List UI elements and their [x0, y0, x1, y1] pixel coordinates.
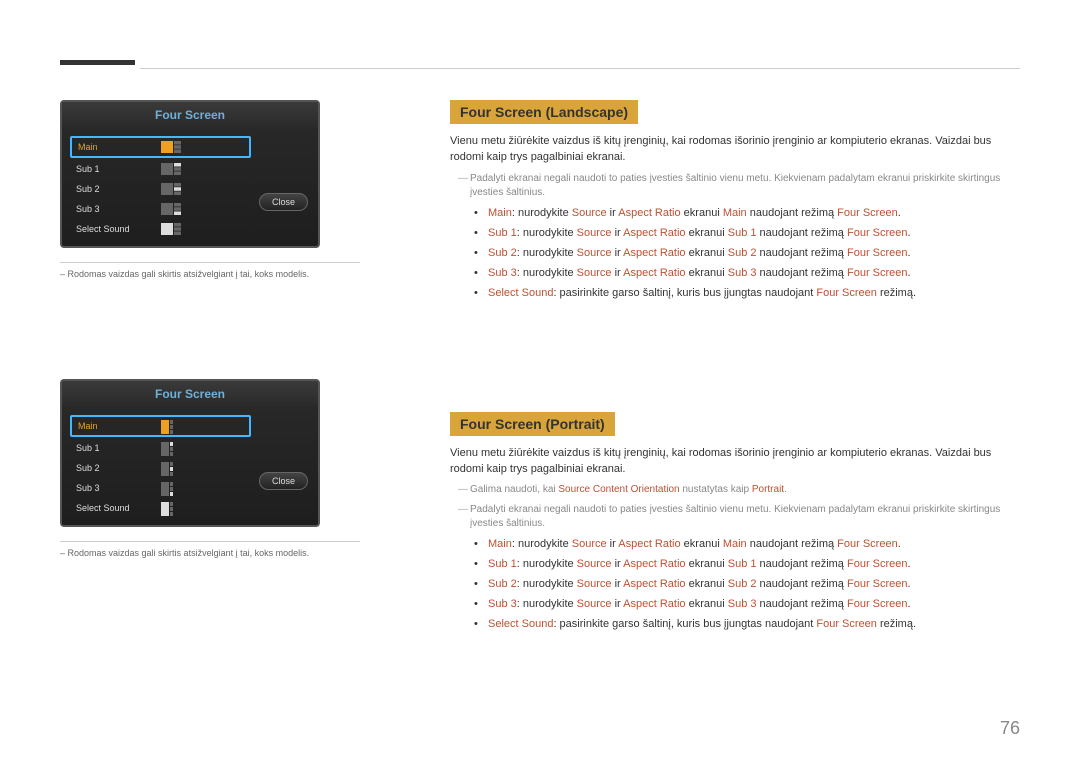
menu-label: Sub 1: [76, 443, 161, 453]
header-marker: [60, 60, 135, 65]
menu-label: Select Sound: [76, 503, 161, 513]
caption-rule: [60, 262, 360, 263]
close-button[interactable]: Close: [259, 193, 308, 211]
section-landscape: Four Screen (Landscape) Vienu metu žiūrė…: [450, 100, 1020, 302]
bullets-landscape: Main: nurodykite Source ir Aspect Ratio …: [474, 206, 1020, 302]
menu-item-sub2[interactable]: Sub 2: [70, 180, 251, 198]
bullet-sub1: Sub 1: nurodykite Source ir Aspect Ratio…: [474, 226, 1020, 242]
bullet-main: Main: nurodykite Source ir Aspect Ratio …: [474, 206, 1020, 222]
menu-item-select-sound[interactable]: Select Sound: [70, 499, 251, 517]
layout-icon-main-p: [161, 420, 244, 432]
menu-label: Main: [78, 142, 161, 152]
layout-icon-main: [161, 141, 244, 153]
layout-icon-sub2-p: [161, 462, 246, 474]
layout-icon-sub1: [161, 163, 246, 175]
menu-label: Sub 3: [76, 483, 161, 493]
header-rule: [140, 68, 1020, 69]
panel-title: Four Screen: [62, 102, 318, 128]
caption: – Rodomas vaizdas gali skirtis atsižvelg…: [60, 548, 380, 558]
close-button[interactable]: Close: [259, 472, 308, 490]
menu-label: Select Sound: [76, 224, 161, 234]
bullet-select-sound: Select Sound: pasirinkite garso šaltinį,…: [474, 286, 1020, 302]
heading-portrait: Four Screen (Portrait): [450, 412, 615, 436]
menu-label: Sub 2: [76, 184, 161, 194]
note-portrait-0: Galima naudoti, kai Source Content Orien…: [458, 483, 1020, 497]
layout-icon-sound-p: [161, 502, 246, 514]
menu-label: Sub 1: [76, 164, 161, 174]
intro-landscape: Vienu metu žiūrėkite vaizdus iš kitų įre…: [450, 134, 1020, 166]
note-landscape: Padalyti ekranai negali naudoti to patie…: [458, 172, 1020, 200]
layout-icon-sound: [161, 223, 246, 235]
left-column: Four Screen Main Sub 1 Sub 2 Sub 3: [60, 100, 380, 598]
menu-label: Main: [78, 421, 161, 431]
menu-item-select-sound[interactable]: Select Sound: [70, 220, 251, 238]
menu-list: Main Sub 1 Sub 2 Sub 3 Select Sound: [70, 415, 251, 517]
right-column: Four Screen (Landscape) Vienu metu žiūrė…: [450, 100, 1020, 673]
intro-portrait: Vienu metu žiūrėkite vaizdus iš kitų įre…: [450, 446, 1020, 478]
bullet-sub1: Sub 1: nurodykite Source ir Aspect Ratio…: [474, 557, 1020, 573]
menu-item-main[interactable]: Main: [70, 415, 251, 437]
caption: – Rodomas vaizdas gali skirtis atsižvelg…: [60, 269, 380, 279]
bullet-select-sound: Select Sound: pasirinkite garso šaltinį,…: [474, 617, 1020, 633]
caption-rule: [60, 541, 360, 542]
bullet-main: Main: nurodykite Source ir Aspect Ratio …: [474, 537, 1020, 553]
bullet-sub2: Sub 2: nurodykite Source ir Aspect Ratio…: [474, 246, 1020, 262]
menu-label: Sub 3: [76, 204, 161, 214]
layout-icon-sub2: [161, 183, 246, 195]
menu-list: Main Sub 1 Sub 2 Sub 3 Select Sound: [70, 136, 251, 238]
four-screen-panel-portrait: Four Screen Main Sub 1 Sub 2 Sub 3: [60, 379, 320, 527]
menu-item-sub1[interactable]: Sub 1: [70, 439, 251, 457]
heading-landscape: Four Screen (Landscape): [450, 100, 638, 124]
menu-item-sub3[interactable]: Sub 3: [70, 200, 251, 218]
bullets-portrait: Main: nurodykite Source ir Aspect Ratio …: [474, 537, 1020, 633]
menu-item-sub3[interactable]: Sub 3: [70, 479, 251, 497]
layout-icon-sub1-p: [161, 442, 246, 454]
section-portrait: Four Screen (Portrait) Vienu metu žiūrėk…: [450, 412, 1020, 634]
menu-item-main[interactable]: Main: [70, 136, 251, 158]
bullet-sub3: Sub 3: nurodykite Source ir Aspect Ratio…: [474, 597, 1020, 613]
panel-title: Four Screen: [62, 381, 318, 407]
menu-item-sub1[interactable]: Sub 1: [70, 160, 251, 178]
menu-item-sub2[interactable]: Sub 2: [70, 459, 251, 477]
layout-icon-sub3-p: [161, 482, 246, 494]
bullet-sub3: Sub 3: nurodykite Source ir Aspect Ratio…: [474, 266, 1020, 282]
page-number: 76: [1000, 718, 1020, 739]
bullet-sub2: Sub 2: nurodykite Source ir Aspect Ratio…: [474, 577, 1020, 593]
four-screen-panel-landscape: Four Screen Main Sub 1 Sub 2 Sub 3: [60, 100, 320, 248]
note-portrait-1: Padalyti ekranai negali naudoti to patie…: [458, 503, 1020, 531]
layout-icon-sub3: [161, 203, 246, 215]
menu-label: Sub 2: [76, 463, 161, 473]
